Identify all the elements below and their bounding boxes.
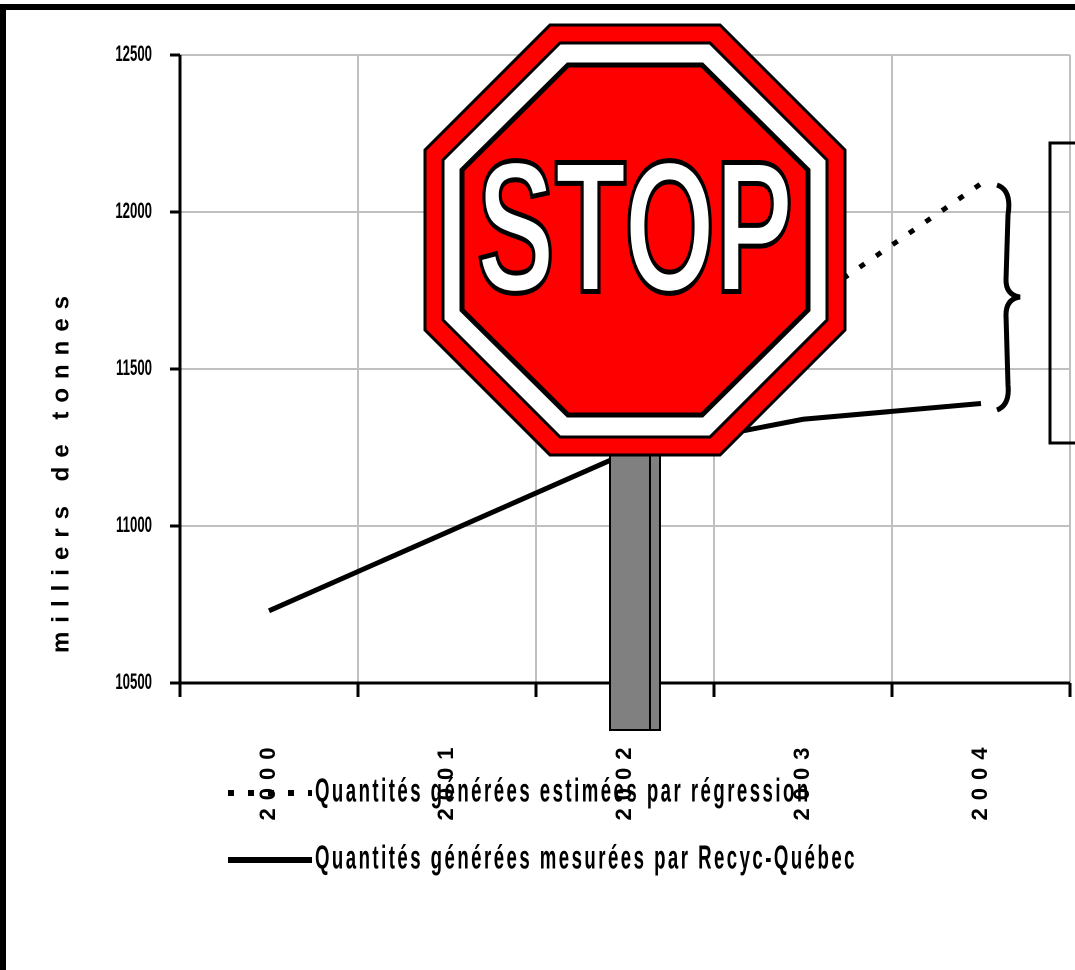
x-tick-label: 2004 bbox=[967, 740, 992, 821]
sign-text: STOP bbox=[477, 124, 793, 333]
x-tick-label: 2000 bbox=[255, 740, 280, 821]
y-tick-label: 12000 bbox=[115, 198, 152, 222]
y-tick-label: 10500 bbox=[115, 669, 152, 693]
y-axis-label: milliers de tonnes bbox=[47, 287, 74, 653]
y-tick-label: 11500 bbox=[116, 355, 152, 379]
legend-label: Quantités générées mesurées par Recyc-Qu… bbox=[315, 839, 857, 876]
y-tick-label: 11000 bbox=[116, 512, 152, 536]
y-tick-label: 12500 bbox=[115, 41, 152, 65]
legend-label: Quantités générées estimées par régressi… bbox=[315, 772, 811, 809]
sign-post bbox=[610, 440, 660, 730]
page: 1050011000115001200012500200020012002200… bbox=[0, 0, 1075, 970]
chart: 1050011000115001200012500200020012002200… bbox=[0, 0, 1075, 970]
